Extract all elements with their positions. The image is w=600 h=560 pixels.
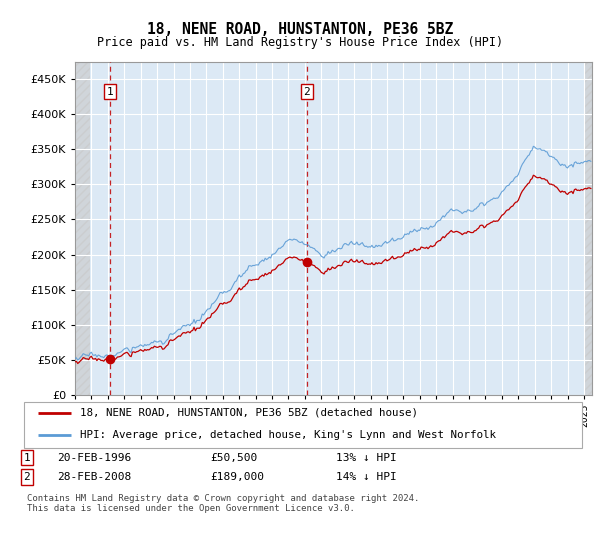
Text: 18, NENE ROAD, HUNSTANTON, PE36 5BZ (detached house): 18, NENE ROAD, HUNSTANTON, PE36 5BZ (det…: [80, 408, 418, 418]
Text: Contains HM Land Registry data © Crown copyright and database right 2024.
This d: Contains HM Land Registry data © Crown c…: [27, 494, 419, 514]
Text: 2: 2: [304, 87, 310, 96]
Text: 20-FEB-1996: 20-FEB-1996: [57, 452, 131, 463]
Text: £189,000: £189,000: [210, 472, 264, 482]
Text: 1: 1: [23, 452, 31, 463]
Text: 13% ↓ HPI: 13% ↓ HPI: [336, 452, 397, 463]
Bar: [75, 62, 90, 395]
Text: Price paid vs. HM Land Registry's House Price Index (HPI): Price paid vs. HM Land Registry's House …: [97, 36, 503, 49]
Text: 2: 2: [23, 472, 31, 482]
Text: HPI: Average price, detached house, King's Lynn and West Norfolk: HPI: Average price, detached house, King…: [80, 431, 496, 441]
Text: 14% ↓ HPI: 14% ↓ HPI: [336, 472, 397, 482]
Text: 18, NENE ROAD, HUNSTANTON, PE36 5BZ: 18, NENE ROAD, HUNSTANTON, PE36 5BZ: [147, 22, 453, 38]
Text: £50,500: £50,500: [210, 452, 257, 463]
FancyBboxPatch shape: [24, 402, 582, 448]
Text: 28-FEB-2008: 28-FEB-2008: [57, 472, 131, 482]
Text: 1: 1: [107, 87, 113, 96]
Bar: [586, 62, 592, 395]
